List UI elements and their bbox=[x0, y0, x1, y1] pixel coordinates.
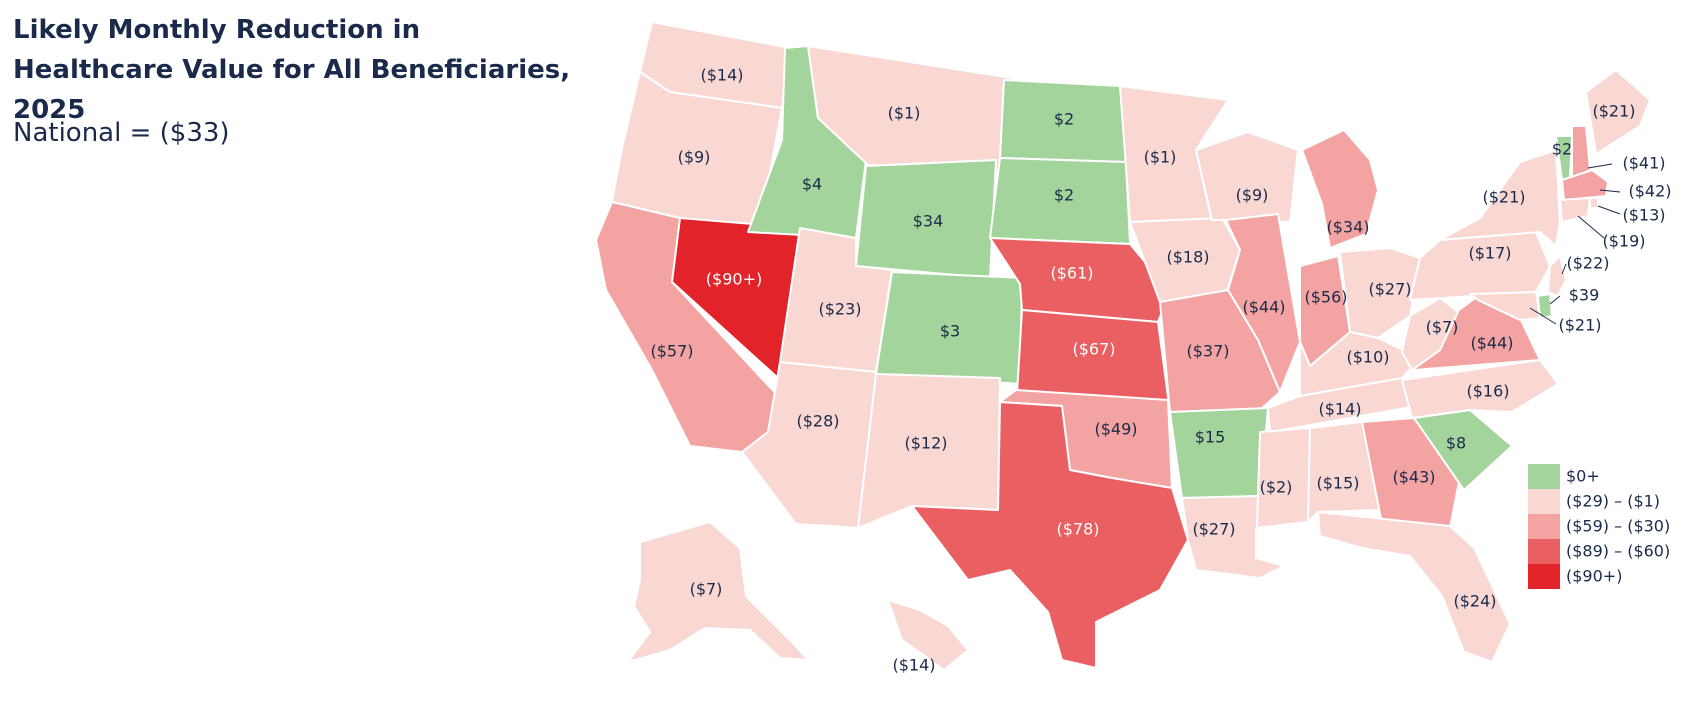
state-label-id: $4 bbox=[802, 175, 822, 194]
leader-line-ri bbox=[1597, 205, 1621, 215]
state-label-ny: ($21) bbox=[1482, 188, 1525, 207]
state-label-ms: ($2) bbox=[1260, 478, 1293, 497]
state-pa bbox=[1409, 231, 1551, 301]
legend-label-high: ($89) – ($60) bbox=[1566, 542, 1670, 561]
state-label-nc: ($16) bbox=[1466, 382, 1509, 401]
state-label-ct: ($19) bbox=[1602, 232, 1645, 251]
state-ct bbox=[1559, 197, 1591, 223]
leader-line-ct bbox=[1577, 215, 1605, 239]
state-label-mo: ($37) bbox=[1186, 342, 1229, 361]
state-label-va: ($44) bbox=[1470, 334, 1513, 353]
state-label-ks: ($67) bbox=[1072, 340, 1115, 359]
state-nj bbox=[1547, 255, 1567, 297]
state-fl bbox=[1317, 511, 1511, 663]
map-legend: $0+ ($29) – ($1) ($59) – ($30) ($89) – ($60… bbox=[1528, 464, 1670, 589]
state-label-nd: $2 bbox=[1054, 110, 1074, 129]
state-label-mn: ($1) bbox=[1144, 148, 1177, 167]
leader-line-nj bbox=[1561, 263, 1567, 275]
state-label-or: ($9) bbox=[678, 148, 711, 167]
state-label-wv: ($7) bbox=[1426, 318, 1459, 337]
state-label-wi: ($9) bbox=[1236, 186, 1269, 205]
state-label-co: $3 bbox=[940, 322, 960, 341]
state-ma bbox=[1561, 169, 1609, 201]
state-label-nj: ($22) bbox=[1566, 254, 1609, 273]
state-ny bbox=[1439, 149, 1561, 247]
state-label-ak: ($7) bbox=[690, 580, 723, 599]
legend-swatch-gain bbox=[1528, 464, 1560, 489]
leader-line-de bbox=[1549, 295, 1561, 305]
state-label-ca: ($57) bbox=[650, 342, 693, 361]
leader-line-nh bbox=[1587, 163, 1613, 169]
state-label-nh: ($41) bbox=[1622, 154, 1665, 173]
state-label-vt: $2 bbox=[1552, 140, 1572, 159]
state-al bbox=[1307, 421, 1383, 523]
state-ar bbox=[1169, 407, 1269, 499]
state-label-ky: ($10) bbox=[1346, 348, 1389, 367]
legend-swatch-top bbox=[1528, 564, 1560, 589]
state-label-md: ($21) bbox=[1558, 316, 1601, 335]
state-label-hi: ($14) bbox=[892, 656, 935, 675]
legend-label-mid: ($59) – ($30) bbox=[1566, 517, 1670, 536]
state-me bbox=[1585, 69, 1651, 155]
state-label-sd: $2 bbox=[1054, 186, 1074, 205]
state-ak bbox=[627, 521, 809, 663]
state-label-oh: ($27) bbox=[1368, 280, 1411, 299]
state-md bbox=[1469, 291, 1541, 321]
leader-line-md bbox=[1529, 307, 1557, 325]
state-label-al: ($15) bbox=[1316, 474, 1359, 493]
state-label-mi: ($34) bbox=[1326, 218, 1369, 237]
state-label-az: ($28) bbox=[796, 412, 839, 431]
state-label-in: ($56) bbox=[1304, 288, 1347, 307]
state-label-wa: ($14) bbox=[700, 66, 743, 85]
state-ri bbox=[1589, 197, 1599, 209]
state-label-nm: ($12) bbox=[904, 434, 947, 453]
legend-swatch-mid bbox=[1528, 514, 1560, 539]
state-label-ma: ($42) bbox=[1628, 182, 1671, 201]
state-label-wy: $34 bbox=[913, 212, 944, 231]
state-label-mt: ($1) bbox=[888, 104, 921, 123]
state-label-nv: ($90+) bbox=[706, 270, 762, 289]
state-label-ga: ($43) bbox=[1392, 468, 1435, 487]
state-label-me: ($21) bbox=[1592, 102, 1635, 121]
state-label-il: ($44) bbox=[1242, 298, 1285, 317]
state-label-de: $39 bbox=[1569, 286, 1600, 305]
state-label-ne: ($61) bbox=[1050, 264, 1093, 283]
state-il bbox=[1225, 213, 1301, 393]
legend-swatch-high bbox=[1528, 539, 1560, 564]
state-ms bbox=[1255, 427, 1311, 559]
map-title: Likely Monthly Reduction in Healthcare V… bbox=[13, 15, 571, 125]
legend-label-gain: $0+ bbox=[1566, 467, 1600, 486]
state-label-ut: ($23) bbox=[818, 300, 861, 319]
state-hi bbox=[887, 599, 969, 671]
state-nh bbox=[1571, 125, 1591, 179]
state-label-ri: ($13) bbox=[1622, 206, 1665, 225]
state-label-pa: ($17) bbox=[1468, 244, 1511, 263]
state-label-tn: ($14) bbox=[1318, 400, 1361, 419]
state-label-sc: $8 bbox=[1446, 434, 1466, 453]
legend-label-low: ($29) – ($1) bbox=[1566, 492, 1660, 511]
state-tx bbox=[911, 401, 1189, 669]
state-label-ok: ($49) bbox=[1094, 420, 1137, 439]
legend-swatch-low bbox=[1528, 489, 1560, 514]
state-label-ar: $15 bbox=[1195, 428, 1226, 447]
state-wi bbox=[1195, 131, 1299, 223]
state-label-ia: ($18) bbox=[1166, 248, 1209, 267]
state-label-fl: ($24) bbox=[1453, 592, 1496, 611]
leader-line-ma bbox=[1599, 189, 1621, 193]
state-mi bbox=[1301, 129, 1379, 249]
state-label-la: ($27) bbox=[1192, 520, 1235, 539]
national-average: National = ($33) bbox=[13, 118, 230, 148]
state-label-tx: ($78) bbox=[1056, 520, 1099, 539]
legend-label-top: ($90+) bbox=[1566, 567, 1622, 586]
